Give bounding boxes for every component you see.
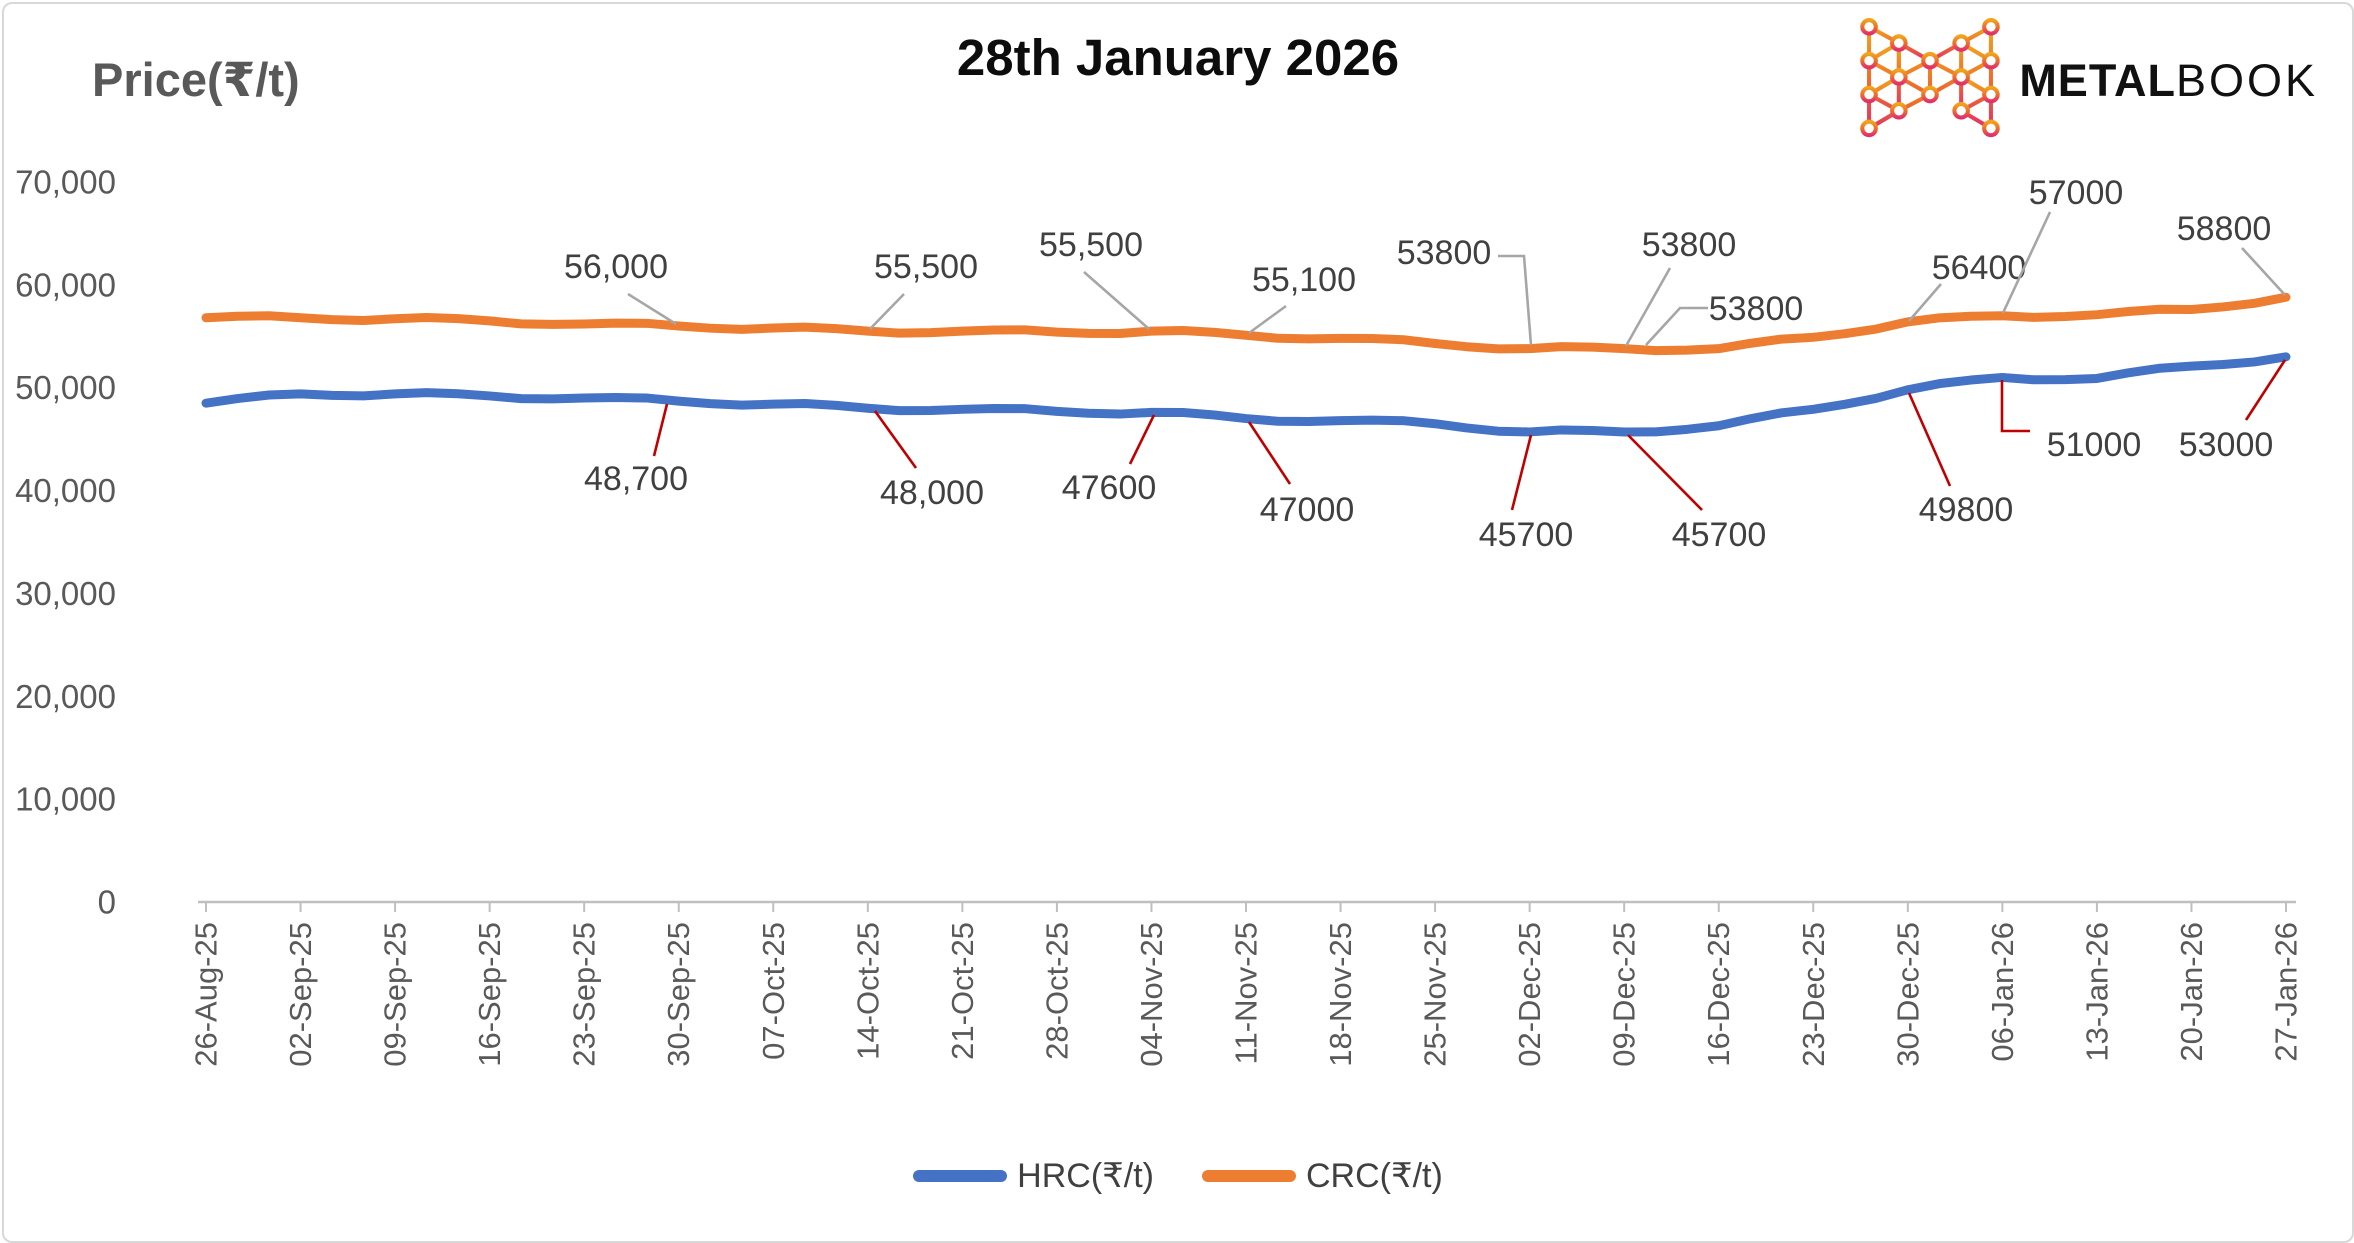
x-axis-label: 06-Jan-26	[1985, 922, 2020, 1062]
y-axis-label: 70,000	[15, 164, 116, 201]
callout-leader-hrc	[1128, 414, 1156, 465]
x-axis-label: 30-Dec-25	[1890, 922, 1925, 1067]
callout-leader-crc	[1498, 254, 1533, 346]
callout-leader-hrc	[1510, 434, 1533, 511]
x-axis-label: 20-Jan-26	[2174, 922, 2209, 1062]
callout-leader-hrc	[1907, 392, 1952, 487]
x-axis-label: 04-Nov-25	[1134, 922, 1169, 1067]
x-axis-label: 23-Sep-25	[567, 922, 602, 1067]
data-label-crc: 56400	[1932, 249, 2027, 287]
callout-leader-crc	[2001, 211, 2052, 314]
data-label-crc: 55,100	[1252, 261, 1356, 299]
callout-leader-crc	[1645, 306, 1708, 346]
x-axis-label: 27-Jan-26	[2269, 922, 2304, 1062]
callout-leader-crc	[1624, 267, 1672, 347]
data-label-crc: 57000	[2029, 174, 2124, 212]
data-label-crc: 55,500	[874, 248, 978, 286]
x-axis-label: 26-Aug-25	[189, 922, 224, 1067]
callout-leader-hrc	[2244, 359, 2287, 421]
x-axis-label: 16-Sep-25	[472, 922, 507, 1067]
y-axis-label: 50,000	[15, 369, 116, 406]
data-label-crc: 56,000	[564, 248, 668, 286]
legend-swatch-hrc	[913, 1170, 1008, 1182]
x-axis-label: 09-Dec-25	[1607, 922, 1642, 1067]
callout-leader-hrc	[1627, 434, 1703, 511]
x-axis-label: 25-Nov-25	[1418, 922, 1453, 1067]
x-axis-label: 23-Dec-25	[1796, 922, 1831, 1067]
data-label-crc: 53800	[1397, 234, 1492, 272]
callout-leader-crc	[2241, 247, 2286, 296]
callout-leader-crc	[1908, 283, 1942, 322]
logo-text-light: BOOK	[2175, 55, 2318, 106]
legend-item-hrc: HRC(₹/t)	[913, 1156, 1154, 1196]
data-label-crc: 55,500	[1039, 226, 1143, 264]
series-line-crc	[201, 292, 2291, 356]
data-label-hrc: 51000	[2047, 426, 2142, 464]
x-axis-label: 21-Oct-25	[945, 922, 980, 1060]
data-label-crc: 53800	[1709, 290, 1804, 328]
x-axis-label: 14-Oct-25	[850, 922, 885, 1060]
callout-leader-hrc	[1247, 421, 1292, 485]
data-label-hrc: 45700	[1672, 516, 1767, 554]
data-label-hrc: 53000	[2179, 426, 2274, 464]
x-axis-label: 30-Sep-25	[661, 922, 696, 1067]
data-label-hrc: 45700	[1479, 516, 1574, 554]
callout-leader-hrc	[2000, 380, 2030, 433]
x-axis-label: 28-Oct-25	[1039, 922, 1074, 1060]
price-chart: 26-Aug-25 02-Sep-25 09-Sep-25 16-Sep-25 23-S…	[15, 164, 2304, 1067]
x-axis-label: 13-Jan-26	[2079, 922, 2114, 1062]
data-label-hrc: 48,000	[880, 474, 984, 512]
callout-leader-crc	[627, 292, 677, 326]
y-axis-label: 10,000	[15, 781, 116, 818]
callout-leader-hrc	[873, 410, 918, 469]
x-axis-label: 02-Sep-25	[283, 922, 318, 1067]
data-label-hrc: 49800	[1919, 491, 2014, 529]
x-axis-label: 16-Dec-25	[1701, 922, 1736, 1067]
y-axis-label: 60,000	[15, 266, 116, 303]
metalbook-logo-icon	[1860, 18, 2001, 138]
legend-label-crc: CRC(₹/t)	[1306, 1157, 1443, 1195]
data-label-crc: 53800	[1642, 226, 1737, 264]
data-label-hrc: 47000	[1260, 491, 1355, 529]
chart-title: 28th January 2026	[956, 29, 1400, 86]
callout-leader-crc	[869, 293, 905, 330]
callout-leader-crc	[1083, 271, 1150, 330]
x-axis-label: 09-Sep-25	[378, 922, 413, 1067]
y-axis-title: Price(₹/t)	[92, 53, 300, 106]
legend-swatch-crc	[1202, 1170, 1296, 1182]
metalbook-logo: METALBOOK	[1855, 16, 2318, 146]
y-axis-label: 0	[98, 884, 116, 921]
legend-item-crc: CRC(₹/t)	[1202, 1156, 1443, 1196]
data-label-crc: 58800	[2177, 210, 2272, 248]
series-line-hrc	[201, 352, 2291, 437]
y-axis-label: 30,000	[15, 575, 116, 612]
x-axis-label: 02-Dec-25	[1512, 922, 1547, 1067]
chart-legend: HRC(₹/t) CRC(₹/t)	[4, 1156, 2352, 1196]
y-axis-label: 20,000	[15, 678, 116, 715]
metalbook-logo-text: METALBOOK	[2019, 55, 2318, 107]
x-axis-label: 07-Oct-25	[756, 922, 791, 1060]
data-label-hrc: 47600	[1062, 469, 1157, 507]
callout-leader-crc	[1248, 304, 1287, 335]
data-label-hrc: 48,700	[584, 460, 688, 498]
legend-label-hrc: HRC(₹/t)	[1017, 1157, 1154, 1195]
x-axis-label: 11-Nov-25	[1229, 922, 1264, 1064]
y-axis-label: 40,000	[15, 472, 116, 509]
callout-leader-hrc	[652, 403, 669, 457]
x-axis-label: 18-Nov-25	[1323, 922, 1358, 1067]
logo-text-bold: METAL	[2019, 55, 2176, 106]
